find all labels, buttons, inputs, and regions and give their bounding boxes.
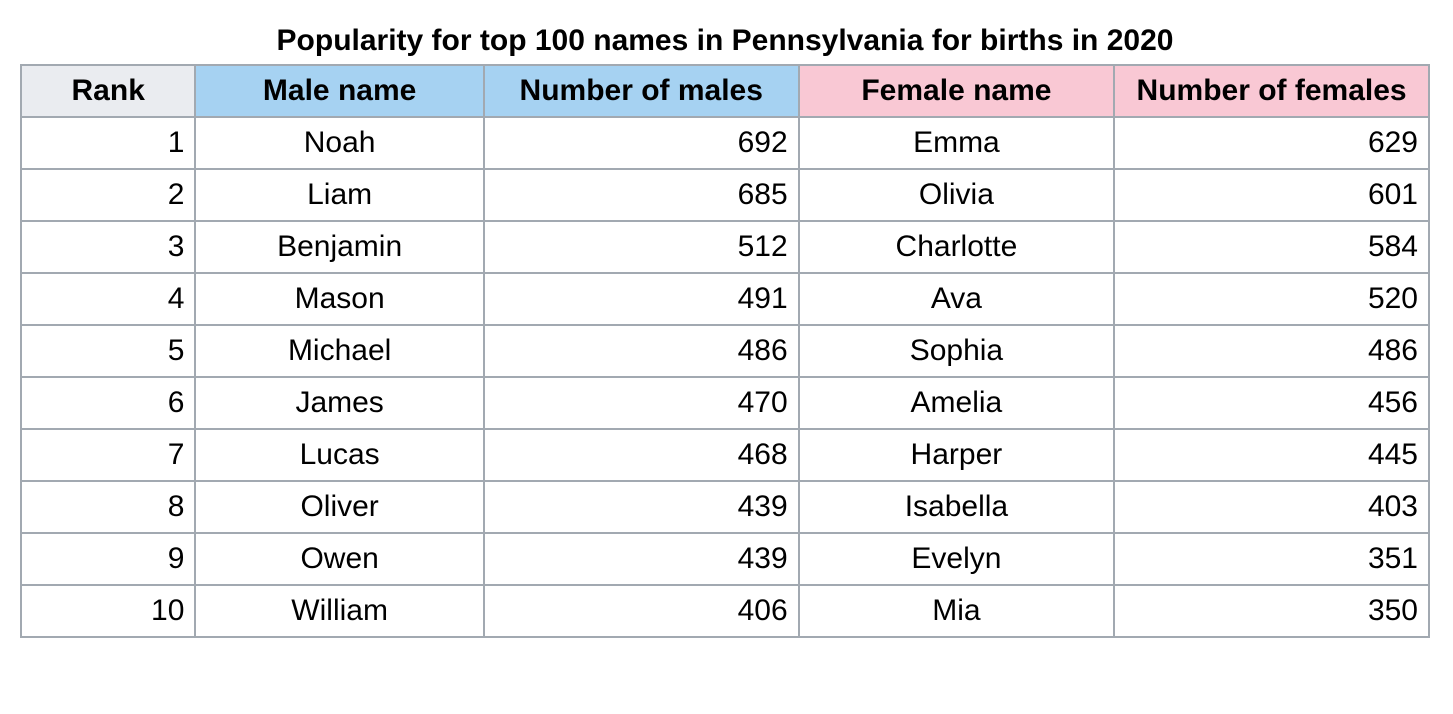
table-header: Rank Male name Number of males Female na…	[22, 66, 1428, 116]
cell-female-count: 350	[1115, 586, 1428, 636]
cell-female-count: 403	[1115, 482, 1428, 532]
cell-female-name: Harper	[800, 430, 1114, 480]
cell-male-name: William	[196, 586, 482, 636]
cell-male-count: 439	[485, 482, 798, 532]
cell-male-name: Benjamin	[196, 222, 482, 272]
cell-female-count: 445	[1115, 430, 1428, 480]
names-table-container: Popularity for top 100 names in Pennsylv…	[20, 20, 1430, 638]
cell-female-name: Ava	[800, 274, 1114, 324]
table-row: 5Michael486Sophia486	[22, 326, 1428, 376]
table-row: 2Liam685Olivia601	[22, 170, 1428, 220]
cell-male-name: James	[196, 378, 482, 428]
cell-female-name: Mia	[800, 586, 1114, 636]
header-row: Rank Male name Number of males Female na…	[22, 66, 1428, 116]
header-rank: Rank	[22, 66, 194, 116]
header-male-count: Number of males	[485, 66, 798, 116]
cell-female-name: Charlotte	[800, 222, 1114, 272]
cell-male-count: 406	[485, 586, 798, 636]
cell-male-count: 470	[485, 378, 798, 428]
table-row: 7Lucas468Harper445	[22, 430, 1428, 480]
cell-female-count: 584	[1115, 222, 1428, 272]
cell-male-count: 439	[485, 534, 798, 584]
header-female-count: Number of females	[1115, 66, 1428, 116]
header-female-name: Female name	[800, 66, 1114, 116]
table-row: 6James470Amelia456	[22, 378, 1428, 428]
cell-rank: 4	[22, 274, 194, 324]
cell-female-count: 456	[1115, 378, 1428, 428]
names-table: Rank Male name Number of males Female na…	[20, 64, 1430, 638]
cell-female-count: 629	[1115, 118, 1428, 168]
cell-female-name: Amelia	[800, 378, 1114, 428]
table-row: 9Owen439Evelyn351	[22, 534, 1428, 584]
cell-female-name: Isabella	[800, 482, 1114, 532]
table-row: 3Benjamin512Charlotte584	[22, 222, 1428, 272]
table-row: 1Noah692Emma629	[22, 118, 1428, 168]
cell-male-name: Liam	[196, 170, 482, 220]
cell-female-count: 601	[1115, 170, 1428, 220]
cell-male-name: Michael	[196, 326, 482, 376]
cell-rank: 10	[22, 586, 194, 636]
cell-rank: 1	[22, 118, 194, 168]
cell-rank: 9	[22, 534, 194, 584]
cell-male-name: Mason	[196, 274, 482, 324]
cell-female-count: 486	[1115, 326, 1428, 376]
cell-female-count: 351	[1115, 534, 1428, 584]
cell-male-name: Noah	[196, 118, 482, 168]
cell-female-name: Emma	[800, 118, 1114, 168]
cell-female-name: Evelyn	[800, 534, 1114, 584]
table-caption: Popularity for top 100 names in Pennsylv…	[20, 20, 1430, 64]
cell-male-count: 486	[485, 326, 798, 376]
cell-male-name: Owen	[196, 534, 482, 584]
cell-rank: 6	[22, 378, 194, 428]
cell-male-name: Lucas	[196, 430, 482, 480]
cell-female-count: 520	[1115, 274, 1428, 324]
cell-female-name: Sophia	[800, 326, 1114, 376]
table-body: 1Noah692Emma6292Liam685Olivia6013Benjami…	[22, 118, 1428, 636]
cell-male-name: Oliver	[196, 482, 482, 532]
table-row: 10William406Mia350	[22, 586, 1428, 636]
header-male-name: Male name	[196, 66, 482, 116]
cell-female-name: Olivia	[800, 170, 1114, 220]
cell-rank: 7	[22, 430, 194, 480]
cell-rank: 5	[22, 326, 194, 376]
cell-rank: 2	[22, 170, 194, 220]
cell-rank: 8	[22, 482, 194, 532]
table-row: 4Mason491Ava520	[22, 274, 1428, 324]
table-row: 8Oliver439Isabella403	[22, 482, 1428, 532]
cell-male-count: 491	[485, 274, 798, 324]
cell-male-count: 685	[485, 170, 798, 220]
cell-male-count: 692	[485, 118, 798, 168]
cell-male-count: 512	[485, 222, 798, 272]
cell-rank: 3	[22, 222, 194, 272]
cell-male-count: 468	[485, 430, 798, 480]
